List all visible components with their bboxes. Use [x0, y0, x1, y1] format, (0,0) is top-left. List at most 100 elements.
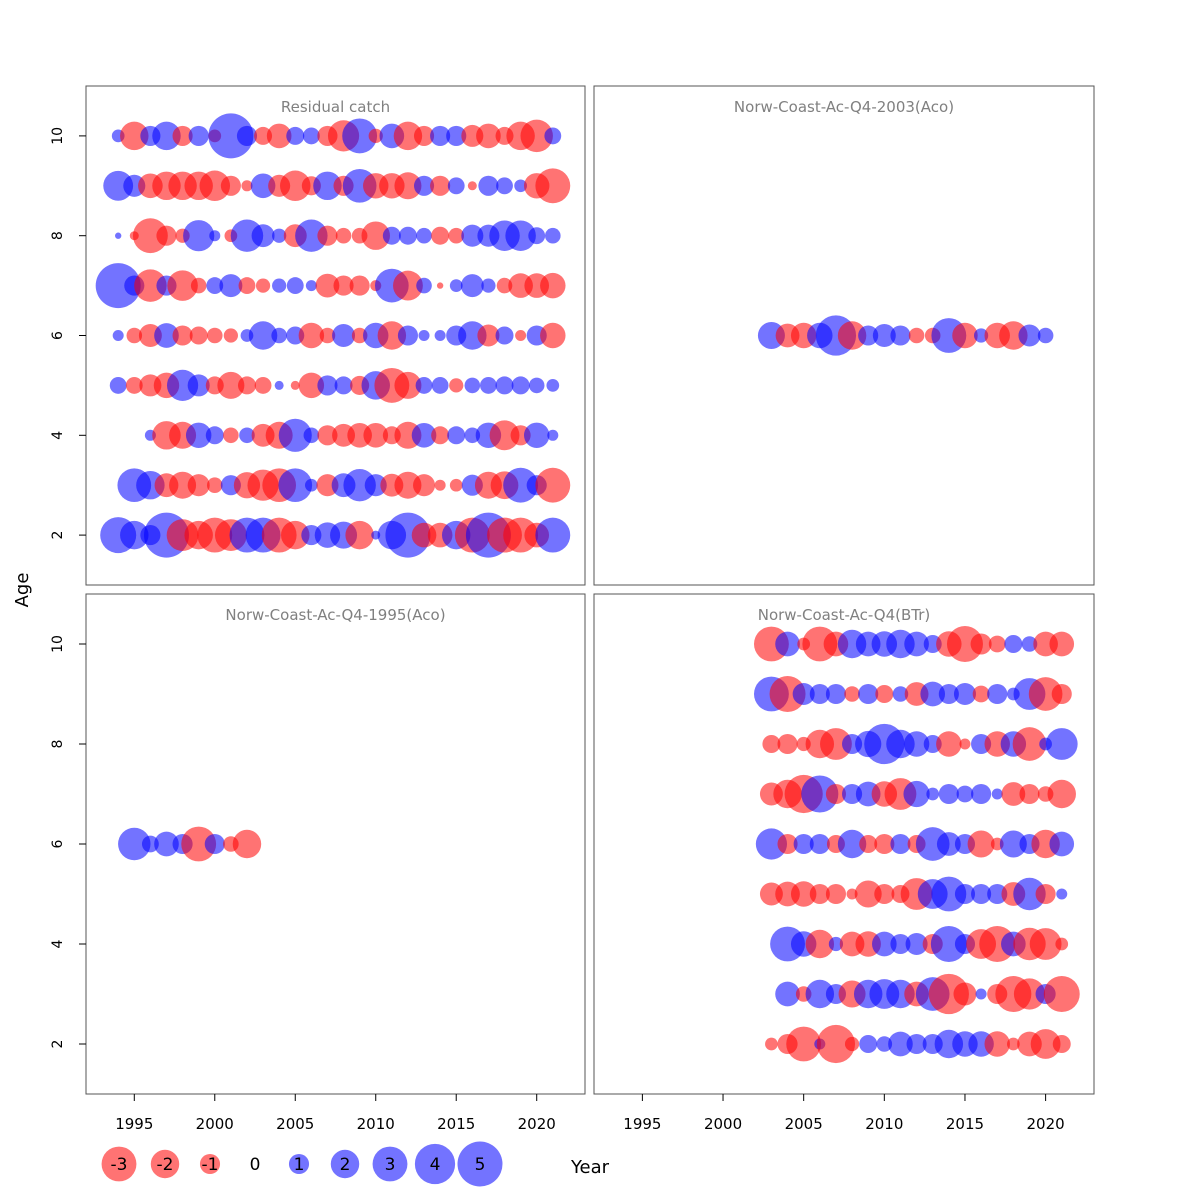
- residual-bubble: [447, 177, 465, 195]
- residual-bubble: [413, 175, 435, 196]
- legend-label: 0: [250, 1155, 261, 1175]
- residual-bubble: [413, 125, 435, 146]
- residual-bubble: [805, 929, 835, 959]
- residual-bubble: [411, 422, 437, 448]
- legend-label: 5: [475, 1155, 486, 1175]
- panel-title: Norw-Coast-Ac-Q4-2003(Aco): [734, 98, 954, 116]
- residual-bubble: [1045, 728, 1078, 760]
- x-tick-label: 2000: [196, 1115, 234, 1133]
- residual-bubble: [890, 933, 911, 955]
- residual-bubble: [220, 175, 241, 196]
- residual-bubble: [476, 123, 501, 149]
- residual-bubble: [279, 170, 311, 202]
- residual-bubble: [236, 125, 258, 146]
- residual-bubble: [930, 926, 967, 962]
- residual-bubble: [890, 325, 911, 346]
- residual-bubble: [187, 474, 210, 497]
- residual-bubble: [351, 327, 368, 344]
- y-axis-title: Age: [12, 573, 33, 608]
- residual-bubble: [1030, 1029, 1061, 1059]
- residual-bubble: [461, 224, 484, 247]
- residual-bubble: [920, 681, 946, 707]
- residual-bubble: [298, 322, 325, 349]
- residual-bubble: [172, 325, 193, 346]
- residual-bubble: [349, 275, 370, 296]
- residual-bubble: [515, 329, 527, 342]
- residual-bubble: [103, 170, 134, 201]
- residual-bubble: [237, 376, 256, 395]
- residual-bubble: [278, 418, 312, 452]
- residual-bubble: [999, 830, 1027, 858]
- residual-bubble: [545, 227, 561, 244]
- residual-bubble: [132, 218, 168, 254]
- panel-frame: [593, 593, 1095, 1095]
- residual-bubble: [181, 826, 217, 862]
- residual-bubble: [156, 225, 177, 246]
- bubble-series: [757, 315, 1054, 356]
- residual-bubble: [382, 226, 401, 245]
- residual-bubble: [872, 324, 896, 347]
- residual-bubble: [449, 378, 464, 393]
- residual-bubble: [1018, 324, 1041, 347]
- bubble-series: [95, 113, 571, 558]
- residual-bubble: [120, 520, 149, 550]
- residual-bubble: [801, 775, 839, 813]
- residual-bubble: [775, 631, 800, 657]
- panel-3: Norw-Coast-Ac-Q4-1995(Aco) 2 4 6 8 10 1995 2000…: [50, 593, 586, 1133]
- residual-bubble: [544, 127, 562, 145]
- residual-bubble: [1029, 928, 1062, 960]
- y-tick-label: 10: [50, 127, 66, 145]
- legend-bubble: [288, 1153, 310, 1175]
- panels: Residual catch 2 4 6 8 10 Norw-Coast-Ac-Q4-200…: [50, 85, 1095, 1133]
- x-tick-label: 2015: [946, 1115, 984, 1133]
- residual-bubble: [858, 325, 879, 346]
- residual-bubble: [809, 833, 830, 855]
- residual-bubble: [825, 683, 846, 705]
- residual-bubble: [206, 327, 223, 344]
- residual-bubble: [1013, 877, 1046, 911]
- residual-bubble: [204, 833, 225, 855]
- residual-bubble: [999, 321, 1028, 350]
- residual-bubble: [786, 1026, 822, 1062]
- residual-bubble: [790, 881, 817, 907]
- x-tick-label: 2005: [785, 1115, 823, 1133]
- residual-bubble: [418, 329, 430, 342]
- residual-bubble: [431, 426, 450, 445]
- residual-bubble: [394, 371, 422, 399]
- residual-bubble: [447, 426, 466, 445]
- residual-bubble: [931, 876, 967, 912]
- residual-bubble: [368, 128, 383, 144]
- residual-bubble: [415, 376, 433, 394]
- residual-bubble: [298, 372, 325, 399]
- residual-bubble: [953, 682, 976, 706]
- y-tick-label: 2: [50, 531, 66, 540]
- residual-bubble: [523, 422, 550, 449]
- residual-bubble: [477, 324, 500, 347]
- residual-bubble: [906, 1033, 927, 1055]
- residual-bubble: [952, 322, 978, 349]
- residual-bubble: [495, 376, 514, 395]
- residual-bubble: [464, 427, 481, 444]
- legend-label: 4: [430, 1155, 441, 1175]
- residual-bubble: [953, 982, 977, 1006]
- residual-bubble: [206, 477, 223, 493]
- residual-bubble: [547, 429, 559, 441]
- residual-bubble: [1004, 635, 1023, 653]
- residual-bubble: [302, 127, 320, 145]
- residual-bubble: [874, 833, 895, 855]
- residual-bubble: [825, 883, 846, 905]
- residual-bubble: [188, 125, 209, 146]
- legend-bubble: [150, 1149, 180, 1179]
- residual-bubble: [313, 171, 342, 201]
- residual-bubble: [416, 227, 432, 244]
- legend-label: -3: [111, 1155, 128, 1175]
- x-tick-label: 1995: [623, 1115, 661, 1133]
- residual-bubble: [430, 125, 451, 146]
- residual-bubble: [464, 377, 481, 394]
- residual-bubble: [126, 327, 143, 344]
- residual-bubble: [223, 328, 238, 343]
- residual-bubble: [448, 227, 465, 244]
- residual-bubble: [905, 932, 928, 956]
- residual-bubble: [973, 328, 989, 343]
- residual-bubble: [167, 270, 198, 301]
